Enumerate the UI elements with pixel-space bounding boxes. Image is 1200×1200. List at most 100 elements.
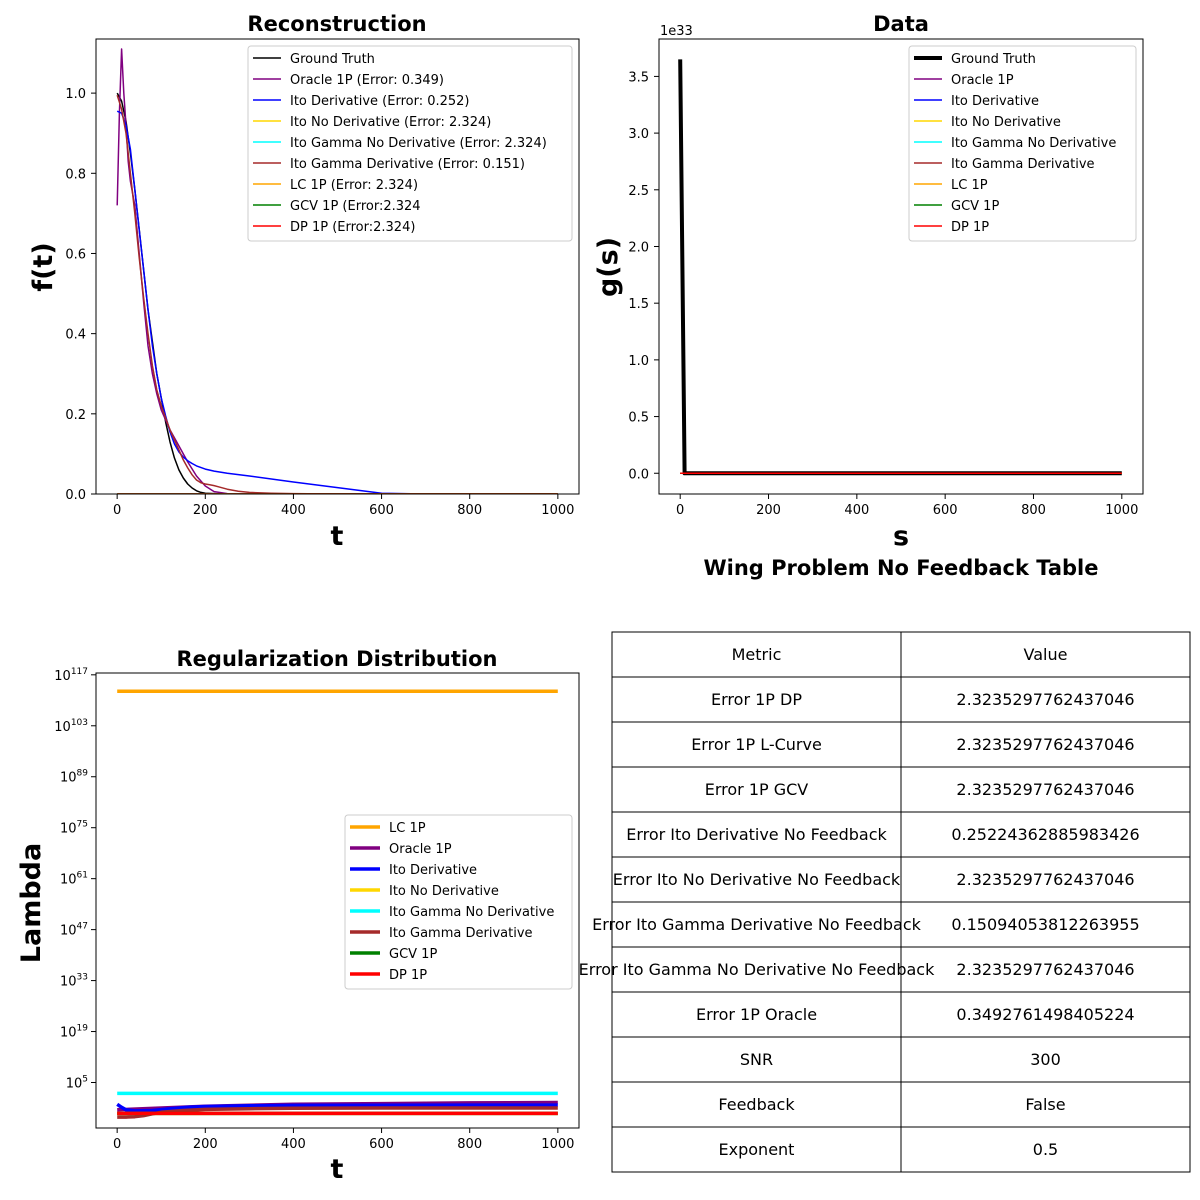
data-offset-label: 1e33 (660, 24, 693, 39)
regularization-legend: LC 1P Oracle 1P Ito Derivative Ito No Deriv… (344, 814, 573, 990)
y-tick-label: 1075 (60, 820, 88, 837)
legend-label-ground-truth: Ground Truth (951, 52, 1036, 67)
table-value-text: 2.3235297762437046 (956, 735, 1134, 754)
legend-label-ito-derivative: Ito Derivative (389, 863, 477, 878)
legend-label-dp-1p: DP 1P (389, 968, 427, 983)
y-tick-base: 10 (60, 771, 77, 786)
table-row: Error Ito Gamma No Derivative No Feedbac… (579, 946, 1191, 993)
y-tick-label: 0.6 (65, 247, 86, 262)
legend-label-ito-gamma-no-derivative: Ito Gamma No Derivative (389, 905, 554, 920)
y-tick-base: 10 (60, 1026, 77, 1041)
regularization-title: Regularization Distribution (177, 647, 498, 671)
table-row: SNR 300 (611, 1036, 1191, 1083)
y-tick-label: 0.0 (628, 467, 649, 482)
legend-label-ito-gamma-no-derivative-error-2-324: Ito Gamma No Derivative (Error: 2.324) (290, 136, 547, 151)
x-tick-label: 200 (193, 503, 218, 518)
legend-label-dp-1p-error-2-324: DP 1P (Error:2.324) (290, 220, 415, 235)
y-tick-label: 2.0 (628, 240, 649, 255)
data-panel: Data 1e33 0 200 400 600 800 1000 0.0 0.5 1.0 1.5… (593, 12, 1144, 552)
series-line-ito-gamma-derivative (117, 1106, 558, 1119)
y-tick-label: 1.0 (628, 354, 649, 369)
table-cell (900, 1036, 1191, 1083)
table-cell (900, 856, 1191, 903)
table-row: Error 1P DP 2.3235297762437046 (611, 676, 1191, 723)
table-cell (611, 676, 902, 723)
y-tick-exponent: 61 (77, 871, 88, 881)
table-row: Error 1P Oracle 0.3492761498405224 (611, 991, 1191, 1038)
table-row: Exponent 0.5 (611, 1126, 1191, 1173)
reconstruction-legend: Ground Truth Oracle 1P (Error: 0.349) Ito … (247, 45, 573, 242)
table-cell (611, 946, 902, 993)
y-tick-exponent: 19 (77, 1024, 89, 1034)
legend-label-ground-truth: Ground Truth (290, 52, 375, 67)
table-row: Error Ito Gamma Derivative No Feedback 0.… (592, 901, 1191, 948)
x-tick-label: 400 (844, 503, 869, 518)
table-metric-text: Feedback (718, 1095, 795, 1114)
table-cell (900, 676, 1191, 723)
y-tick-exponent: 33 (77, 973, 88, 983)
y-tick-label: 0.8 (65, 167, 86, 182)
x-tick-label: 600 (369, 503, 394, 518)
table-header-row: Metric Value (611, 631, 1191, 678)
y-tick-exponent: 89 (77, 769, 89, 779)
y-tick-base: 10 (60, 924, 77, 939)
y-tick-label: 1047 (60, 922, 88, 939)
legend-label-lc-1p: LC 1P (389, 821, 426, 836)
y-tick-base: 10 (66, 1077, 83, 1092)
y-tick-exponent: 103 (71, 718, 88, 728)
legend-label-ito-no-derivative: Ito No Derivative (951, 115, 1061, 130)
y-tick-label: 1089 (60, 769, 88, 786)
y-tick-label: 2.5 (628, 184, 649, 199)
y-tick-exponent: 47 (77, 922, 88, 932)
legend-label-oracle-1p: Oracle 1P (389, 842, 452, 857)
table-value-text: Value (1024, 645, 1068, 664)
legend-label-ito-no-derivative: Ito No Derivative (389, 884, 499, 899)
data-legend: Ground Truth Oracle 1P Ito Derivative Ito N… (908, 45, 1137, 242)
y-tick-label: 0.5 (628, 411, 649, 426)
legend-label-dp-1p: DP 1P (951, 220, 989, 235)
legend-label-ito-derivative: Ito Derivative (951, 94, 1039, 109)
table-row: Error 1P L-Curve 2.3235297762437046 (611, 721, 1191, 768)
table-metric-text: Error 1P Oracle (696, 1005, 817, 1024)
table-cell (900, 631, 1191, 678)
table-value-text: 0.3492761498405224 (956, 1005, 1134, 1024)
table-cell (900, 1081, 1191, 1128)
y-tick-exponent: 117 (71, 667, 88, 677)
y-tick-exponent: 75 (77, 820, 88, 830)
x-tick-label: 1000 (541, 1137, 574, 1152)
reconstruction-title: Reconstruction (247, 12, 426, 36)
table-metric-text: Exponent (719, 1140, 795, 1159)
table-value-text: 2.3235297762437046 (956, 870, 1134, 889)
y-tick-label: 10103 (54, 718, 88, 735)
table-metric-text: Error Ito Gamma Derivative No Feedback (592, 915, 922, 934)
y-tick-label: 0.2 (65, 408, 86, 423)
legend-label-ito-derivative-error-0-252: Ito Derivative (Error: 0.252) (290, 94, 470, 109)
series-line-ito-derivative-error-0-252 (116, 110, 558, 494)
regularization-panel: Regularization Distribution 0 200 400 600 80… (16, 647, 580, 1185)
data-series (678, 59, 1122, 476)
x-tick-label: 800 (457, 1137, 482, 1152)
legend-box (908, 45, 1137, 242)
legend-box (247, 45, 573, 242)
table-cell (611, 631, 902, 678)
x-tick-label: 0 (676, 503, 684, 518)
legend-box (344, 814, 573, 990)
legend-label-gcv-1p: GCV 1P (951, 199, 999, 214)
table-title: Wing Problem No Feedback Table (703, 556, 1098, 580)
legend-label-ito-gamma-derivative-error-0-151: Ito Gamma Derivative (Error: 0.151) (290, 157, 525, 172)
y-tick-base: 10 (60, 822, 77, 837)
data-y-ticks: 0.0 0.5 1.0 1.5 2.0 2.5 3.0 3.5 (628, 70, 659, 482)
legend-label-gcv-1p: GCV 1P (389, 947, 437, 962)
legend-label-lc-1p-error-2-324: LC 1P (Error: 2.324) (290, 178, 418, 193)
legend-label-oracle-1p: Oracle 1P (951, 73, 1014, 88)
y-tick-base: 10 (60, 975, 77, 990)
table-metric-text: Error 1P DP (711, 690, 802, 709)
table-metric-text: Error Ito No Derivative No Feedback (613, 870, 901, 889)
table-value-text: 2.3235297762437046 (956, 960, 1134, 979)
table-metric-text: Error Ito Gamma No Derivative No Feedbac… (579, 960, 935, 979)
y-tick-label: 1.0 (65, 87, 86, 102)
y-tick-exponent: 5 (82, 1075, 88, 1085)
reconstruction-x-label: t (331, 521, 344, 552)
